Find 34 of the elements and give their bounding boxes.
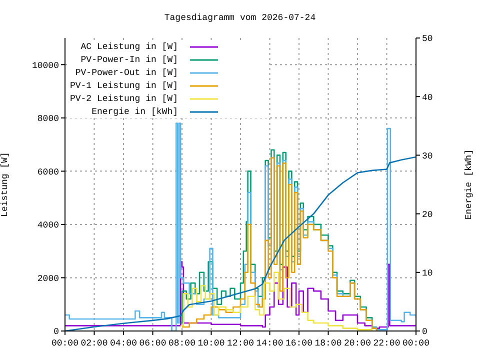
y-tick-label: 10000 [32, 60, 59, 71]
x-tick-label: 18:00 [314, 338, 342, 348]
x-tick-label: 00:00 [402, 338, 430, 348]
y-tick-label: 2000 [37, 274, 59, 284]
y-tick-label: 6000 [37, 167, 59, 178]
legend-label: PV-1 Leistung in [W] [68, 80, 178, 90]
x-tick-label: 14:00 [256, 338, 284, 348]
y2-tick-label: 30 [422, 151, 433, 162]
x-tick-label: 22:00 [373, 338, 400, 348]
x-tick-label: 06:00 [139, 338, 166, 348]
x-tick-label: 16:00 [285, 338, 313, 348]
x-tick-label: 04:00 [110, 338, 138, 348]
legend-label: PV-Power-In in [W] [80, 54, 178, 64]
x-tick-label: 02:00 [80, 338, 108, 348]
chart-title: Tagesdiagramm vom 2026-07-24 [163, 13, 317, 23]
y2-axis-title: Energie [kWh] [464, 149, 474, 220]
x-tick-label: 10:00 [198, 338, 225, 348]
x-tick-label: 20:00 [344, 338, 372, 348]
x-tick-label: 00:00 [51, 338, 79, 348]
legend-label: PV-Power-Out in [W] [74, 68, 178, 78]
y-tick-label: 8000 [37, 114, 59, 124]
legend-label: Energie in [kWh] [90, 106, 178, 116]
x-tick-label: 12:00 [226, 338, 254, 348]
y-axis-title: Leistung [W] [0, 152, 10, 217]
y2-tick-label: 40 [422, 92, 433, 103]
y2-tick-label: 50 [422, 34, 433, 44]
y2-tick-label: 20 [422, 210, 433, 220]
y-tick-label: 4000 [37, 220, 59, 231]
x-tick-label: 08:00 [168, 338, 196, 348]
legend-label: AC Leistung in [W] [80, 42, 178, 52]
y2-tick-label: 0 [422, 327, 428, 338]
y-tick-label: 0 [54, 327, 59, 338]
y2-tick-label: 10 [422, 268, 433, 279]
legend-label: PV-2 Leistung in [W] [68, 94, 178, 104]
